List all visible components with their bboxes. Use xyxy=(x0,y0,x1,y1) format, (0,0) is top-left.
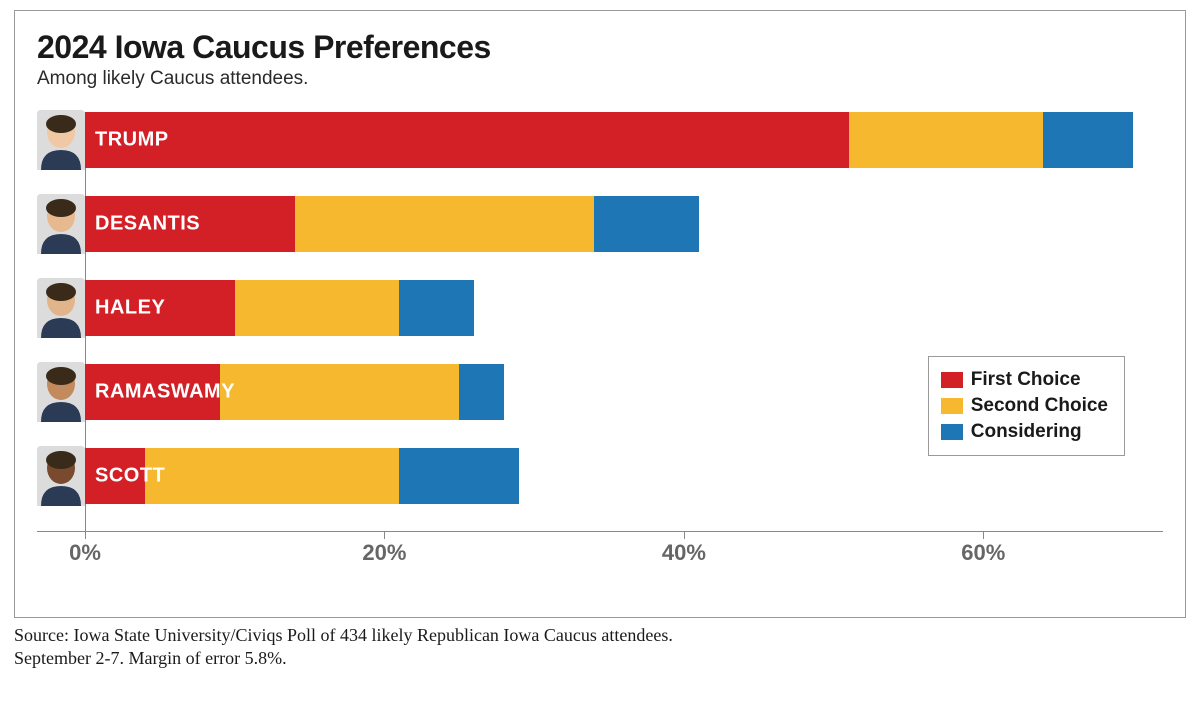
bar-segment-first xyxy=(85,112,849,168)
legend-swatch xyxy=(941,424,963,440)
x-tick-label: 60% xyxy=(961,540,1005,566)
bar-container xyxy=(85,280,1163,336)
candidate-row: DESANTIS xyxy=(37,196,1163,252)
legend-label: Second Choice xyxy=(971,395,1108,417)
bar-container xyxy=(85,448,1163,504)
bar-segment-consider xyxy=(399,280,474,336)
candidate-row: SCOTT xyxy=(37,448,1163,504)
bar-container xyxy=(85,112,1163,168)
bar-segment-consider xyxy=(594,196,699,252)
candidate-avatar xyxy=(37,362,85,422)
candidate-name: TRUMP xyxy=(95,129,169,152)
x-tick-label: 0% xyxy=(69,540,101,566)
bar-segment-second xyxy=(145,448,400,504)
bar-segment-second xyxy=(220,364,460,420)
bar-segment-consider xyxy=(399,448,519,504)
candidate-avatar xyxy=(37,110,85,170)
bar-segment-consider xyxy=(1043,112,1133,168)
x-tick-label: 40% xyxy=(662,540,706,566)
bar-segment-consider xyxy=(459,364,504,420)
bar-segment-second xyxy=(849,112,1044,168)
candidate-avatar xyxy=(37,194,85,254)
bar-container xyxy=(85,196,1163,252)
x-tick xyxy=(684,531,685,539)
legend-swatch xyxy=(941,398,963,414)
chart-title: 2024 Iowa Caucus Preferences xyxy=(37,29,1163,66)
candidate-row: TRUMP xyxy=(37,112,1163,168)
bar-segment-second xyxy=(295,196,594,252)
chart-frame: 2024 Iowa Caucus Preferences Among likel… xyxy=(14,10,1186,618)
chart-subtitle: Among likely Caucus attendees. xyxy=(37,68,1163,90)
plot-wrap: TRUMP DESANTIS HALEY RAMASWAMY SCOTT 0% 2… xyxy=(37,112,1163,572)
candidate-name: SCOTT xyxy=(95,465,165,488)
source-line-1: Source: Iowa State University/Civiqs Pol… xyxy=(14,624,1186,647)
x-tick xyxy=(384,531,385,539)
candidate-name: RAMASWAMY xyxy=(95,381,235,404)
candidate-avatar xyxy=(37,446,85,506)
candidate-row: HALEY xyxy=(37,280,1163,336)
candidate-name: HALEY xyxy=(95,297,165,320)
legend-label: First Choice xyxy=(971,369,1081,391)
candidate-name: DESANTIS xyxy=(95,213,200,236)
source-footer: Source: Iowa State University/Civiqs Pol… xyxy=(14,624,1186,671)
x-tick-label: 20% xyxy=(362,540,406,566)
legend-row: First Choice xyxy=(941,367,1108,393)
bar-segment-second xyxy=(235,280,400,336)
legend-row: Second Choice xyxy=(941,393,1108,419)
candidate-avatar xyxy=(37,278,85,338)
x-tick xyxy=(983,531,984,539)
legend-label: Considering xyxy=(971,421,1082,443)
plot-area: TRUMP DESANTIS HALEY RAMASWAMY SCOTT xyxy=(37,112,1163,532)
source-line-2: September 2-7. Margin of error 5.8%. xyxy=(14,647,1186,670)
legend-row: Considering xyxy=(941,419,1108,445)
legend-swatch xyxy=(941,372,963,388)
legend: First Choice Second Choice Considering xyxy=(928,356,1125,456)
